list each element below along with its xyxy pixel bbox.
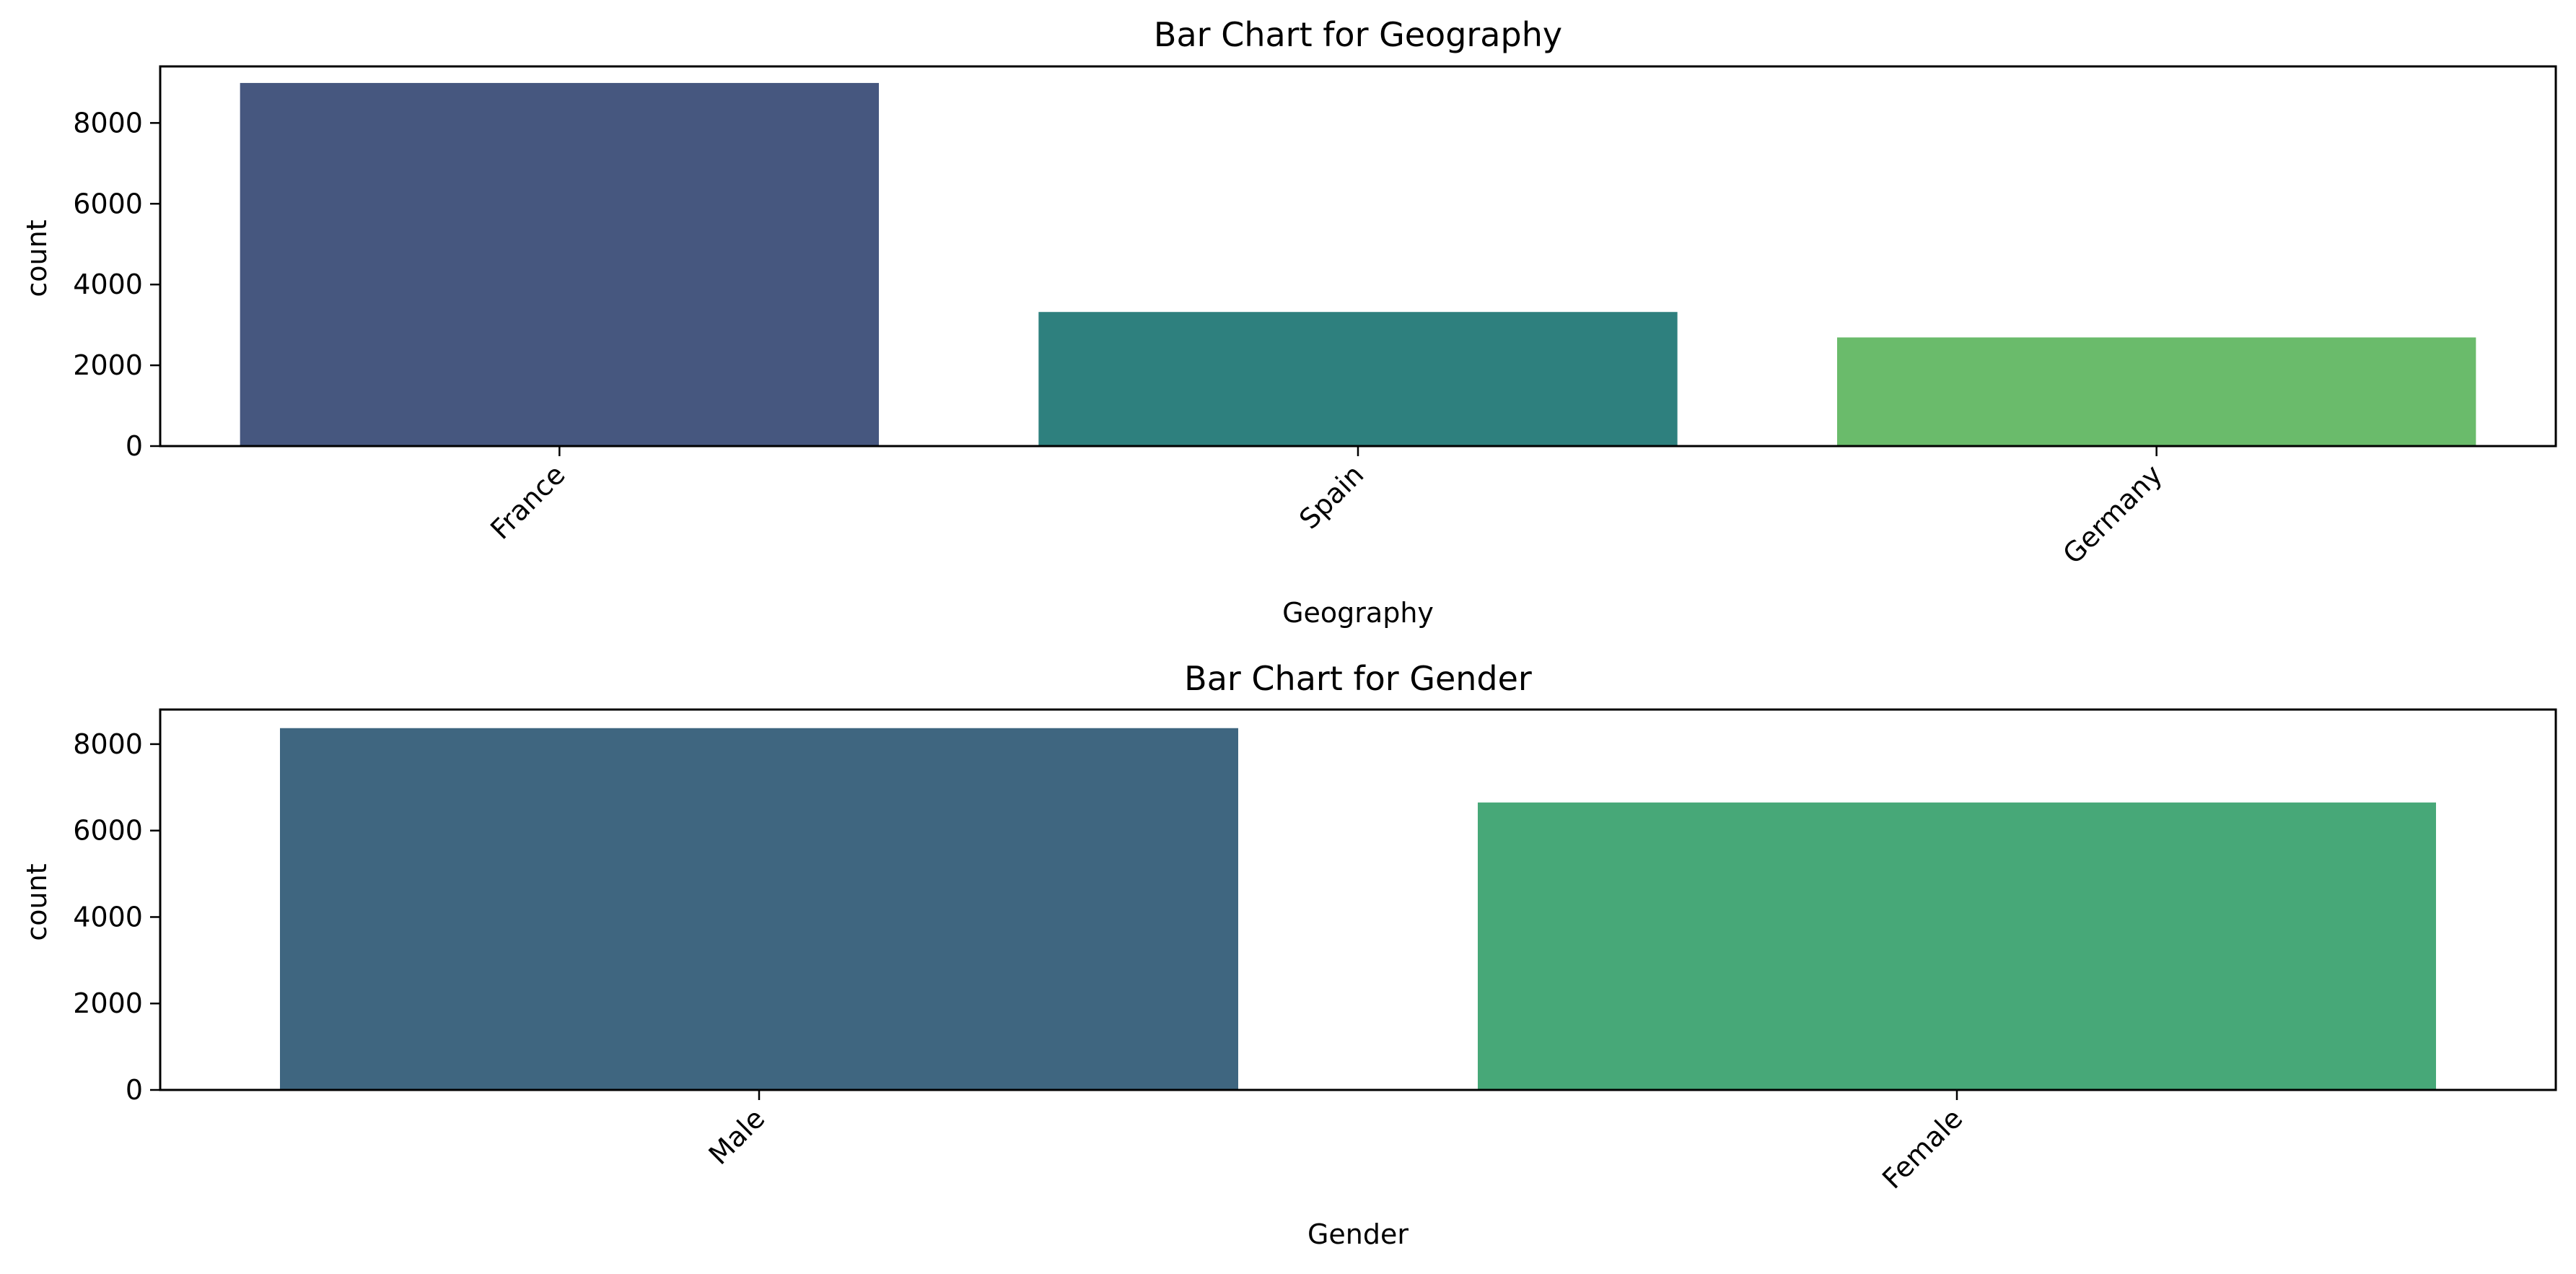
y-axis-label: count bbox=[21, 863, 53, 941]
x-axis-label: Geography bbox=[1282, 597, 1434, 629]
y-ticks: 0 2000 4000 6000 8000 bbox=[73, 728, 160, 1106]
bar-female bbox=[1478, 802, 2436, 1090]
y-tick-label: 0 bbox=[126, 1074, 143, 1106]
bar-spain bbox=[1038, 312, 1678, 446]
y-tick-label: 2000 bbox=[73, 349, 143, 381]
bars bbox=[280, 728, 2436, 1090]
chart-title: Bar Chart for Gender bbox=[1184, 659, 1532, 698]
y-tick-label: 6000 bbox=[73, 188, 143, 219]
y-tick-label: 2000 bbox=[73, 987, 143, 1019]
y-ticks: 0 2000 4000 6000 8000 bbox=[73, 107, 160, 462]
bar-france bbox=[240, 82, 880, 446]
chart-title: Bar Chart for Geography bbox=[1154, 15, 1562, 54]
bar-male bbox=[280, 728, 1238, 1090]
y-tick-label: 8000 bbox=[73, 107, 143, 139]
bars bbox=[240, 82, 2476, 446]
chart-geography: Bar Chart for Geography count Geography … bbox=[21, 15, 2557, 629]
y-tick-label: 6000 bbox=[73, 815, 143, 847]
bar-germany bbox=[1837, 337, 2476, 446]
y-tick-label: 4000 bbox=[73, 901, 143, 933]
x-axis-label: Gender bbox=[1307, 1218, 1409, 1250]
y-tick-label: 4000 bbox=[73, 269, 143, 300]
y-tick-label: 0 bbox=[126, 430, 143, 462]
y-axis-label: count bbox=[21, 219, 53, 297]
axes-frame bbox=[159, 65, 2557, 448]
axes-frame bbox=[159, 708, 2557, 1091]
y-tick-label: 8000 bbox=[73, 728, 143, 760]
